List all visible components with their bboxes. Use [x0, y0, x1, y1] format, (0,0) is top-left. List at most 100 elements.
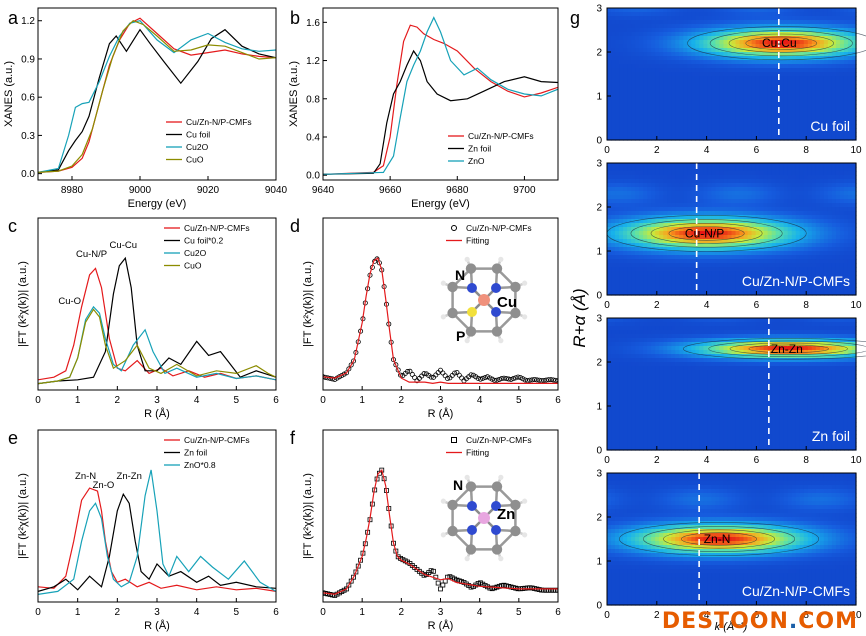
heatmap-cell [743, 108, 749, 113]
heatmap-cell [815, 251, 821, 256]
heatmap-cell [763, 247, 769, 252]
heatmap-cell [623, 247, 628, 252]
heatmap-cell [827, 28, 833, 33]
heatmap-cell [791, 132, 797, 137]
heatmap-cell [799, 171, 805, 176]
heatmap-cell [795, 24, 801, 29]
heatmap-cell [611, 28, 616, 33]
x-tick-label: 2 [654, 145, 660, 156]
heatmap-cell [619, 342, 624, 347]
heatmap-cell [731, 84, 737, 89]
heatmap-cell [851, 44, 857, 49]
heatmap-cell [819, 215, 825, 220]
heatmap-cell [819, 100, 825, 105]
heatmap-cell [695, 187, 700, 192]
heatmap-cell [783, 263, 789, 268]
heatmap-cell [759, 28, 765, 33]
heatmap-cell [707, 179, 713, 184]
heatmap-cell [619, 60, 624, 65]
heatmap-cell [779, 283, 785, 288]
heatmap-cell [611, 410, 616, 415]
heatmap-cell [839, 136, 845, 141]
heatmap-cell [767, 199, 773, 204]
heatmap-cell [767, 263, 773, 268]
heatmap-cell [711, 275, 717, 280]
heatmap-cell [695, 243, 700, 248]
heatmap-cell [659, 183, 664, 188]
heatmap-cell [635, 171, 640, 176]
heatmap-cell [663, 283, 668, 288]
heatmap-cell [647, 12, 652, 17]
heatmap-cell [847, 279, 853, 284]
heatmap-cell [759, 96, 765, 101]
heatmap-cell [623, 52, 628, 57]
heatmap-cell [719, 267, 725, 272]
heatmap-cell [619, 48, 624, 53]
heatmap-cell [695, 267, 700, 272]
heatmap-cell [775, 52, 781, 57]
heatmap-cell [631, 36, 636, 41]
heatmap-cell [827, 52, 833, 57]
heatmap-cell [663, 239, 668, 244]
heatmap-cell [687, 104, 692, 109]
heatmap-cell [651, 52, 656, 57]
heatmap-cell [703, 64, 709, 69]
heatmap-cell [775, 271, 781, 276]
heatmap-cell [823, 28, 829, 33]
heatmap-cell [651, 132, 656, 137]
heatmap-cell [767, 112, 773, 117]
metal-atom [478, 294, 490, 306]
heatmap-cell [651, 24, 656, 29]
heatmap-cell [803, 88, 809, 93]
heatmap-cell [767, 179, 773, 184]
heatmap-cell [799, 8, 805, 13]
heatmap-cell [679, 259, 684, 264]
heatmap-cell [755, 100, 761, 105]
heatmap-cell [787, 187, 793, 192]
heatmap-cell [691, 195, 696, 200]
heatmap-cell [631, 167, 636, 172]
y-axis-label: XANES (a.u.) [288, 61, 300, 127]
heatmap-cell [615, 394, 620, 399]
y-tick-label: 2 [596, 48, 602, 59]
heatmap-cell [751, 108, 757, 113]
heatmap-cell [707, 195, 713, 200]
heatmap-cell [627, 203, 632, 208]
heatmap-cell [607, 418, 612, 423]
heatmap-cell [787, 183, 793, 188]
heatmap-cell [835, 215, 841, 220]
heatmap-cell [627, 442, 632, 447]
heatmap-cell [795, 92, 801, 97]
heatmap-cell [679, 100, 684, 105]
heatmap-cell [775, 267, 781, 272]
heatmap-cell [847, 271, 853, 276]
heatmap-cell [763, 239, 769, 244]
heatmap-cell [819, 179, 825, 184]
heatmap-cell [847, 92, 853, 97]
heatmap-cell [715, 183, 721, 188]
heatmap-cell [811, 207, 817, 212]
heatmap-cell [711, 287, 717, 292]
heatmap-cell [663, 267, 668, 272]
heatmap-cell [619, 358, 624, 363]
heatmap-cell [611, 334, 616, 339]
heatmap-cell [783, 275, 789, 280]
heatmap-cell [811, 120, 817, 125]
heatmap-cell [615, 72, 620, 77]
heatmap-cell [751, 20, 757, 25]
heatmap-cell [623, 251, 628, 256]
heatmap-cell [667, 92, 672, 97]
heatmap-cell [815, 100, 821, 105]
carbon-atom [510, 525, 521, 537]
heatmap-cell [699, 52, 704, 57]
heatmap-cell [635, 382, 640, 387]
heatmap-cell [671, 175, 676, 180]
hydrogen-atom [464, 256, 470, 262]
x-tick-label: 0 [35, 607, 41, 618]
heatmap-cell [635, 342, 640, 347]
heatmap-cell [807, 128, 813, 133]
heatmap-cell [823, 60, 829, 65]
heatmap-cell [627, 358, 632, 363]
heatmap-cell [755, 259, 761, 264]
heatmap-cell [843, 120, 849, 125]
